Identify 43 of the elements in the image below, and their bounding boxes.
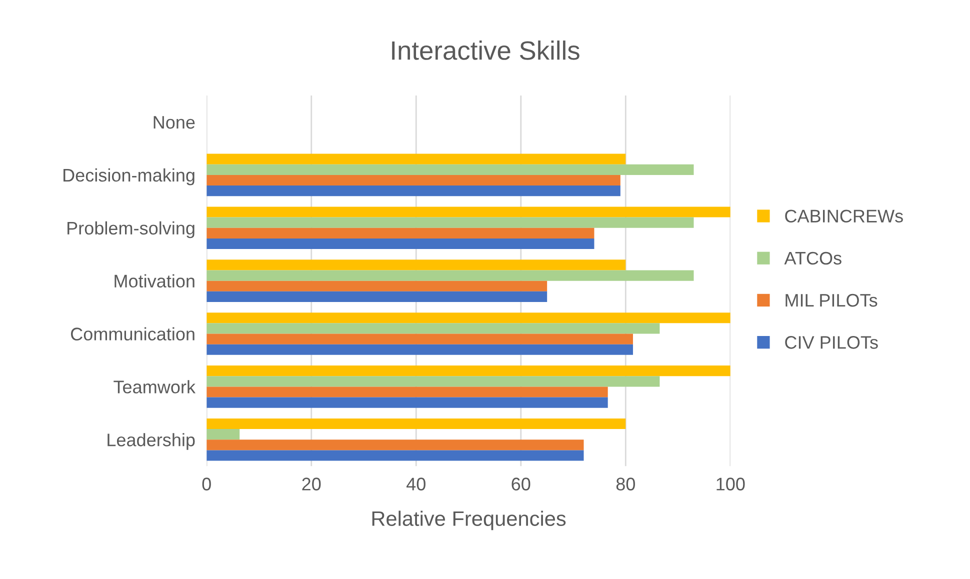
legend-label: CABINCREWs bbox=[785, 210, 903, 222]
x-tick-label: 20 bbox=[302, 478, 321, 490]
bar bbox=[206, 238, 594, 250]
bar bbox=[206, 376, 660, 387]
x-tick-label: 80 bbox=[616, 478, 635, 490]
bar bbox=[206, 312, 730, 324]
bar bbox=[206, 260, 626, 270]
bar bbox=[206, 164, 694, 175]
chart-title: Interactive Skills bbox=[392, 40, 580, 60]
y-tick-label: Decision-making bbox=[64, 168, 194, 186]
bar bbox=[206, 418, 626, 430]
bar bbox=[206, 186, 620, 196]
bar bbox=[206, 323, 660, 334]
bar bbox=[206, 228, 594, 238]
y-tick-label: Teamwork bbox=[114, 380, 196, 394]
bar bbox=[206, 270, 694, 281]
bar bbox=[206, 429, 240, 440]
legend-label: MIL PILOTs bbox=[786, 294, 878, 307]
bar bbox=[206, 450, 584, 461]
bar bbox=[206, 291, 548, 302]
y-tick-label: None bbox=[154, 116, 195, 129]
bar bbox=[206, 440, 584, 450]
bar bbox=[206, 280, 548, 292]
y-tick-label: Leadership bbox=[108, 433, 195, 450]
y-tick-label: Motivation bbox=[114, 274, 194, 288]
x-tick-label: 40 bbox=[406, 478, 426, 490]
bar bbox=[206, 366, 730, 376]
y-tick-label: Communication bbox=[70, 327, 194, 340]
bar bbox=[206, 154, 626, 164]
x-axis-title: Relative Frequencies bbox=[372, 510, 566, 530]
bar bbox=[206, 397, 608, 408]
x-tick-label: 0 bbox=[202, 478, 211, 490]
bar bbox=[206, 344, 633, 355]
bar bbox=[206, 217, 694, 228]
bar bbox=[206, 174, 620, 186]
x-tick-label: 60 bbox=[512, 478, 530, 490]
bar bbox=[206, 334, 633, 344]
legend-label: ATCOs bbox=[784, 252, 842, 265]
y-tick-label: Problem-solving bbox=[68, 221, 194, 238]
legend-label: CIV PILOTs bbox=[785, 336, 878, 349]
bar bbox=[206, 206, 730, 218]
x-tick-label: 100 bbox=[716, 478, 745, 490]
bar bbox=[206, 386, 608, 398]
